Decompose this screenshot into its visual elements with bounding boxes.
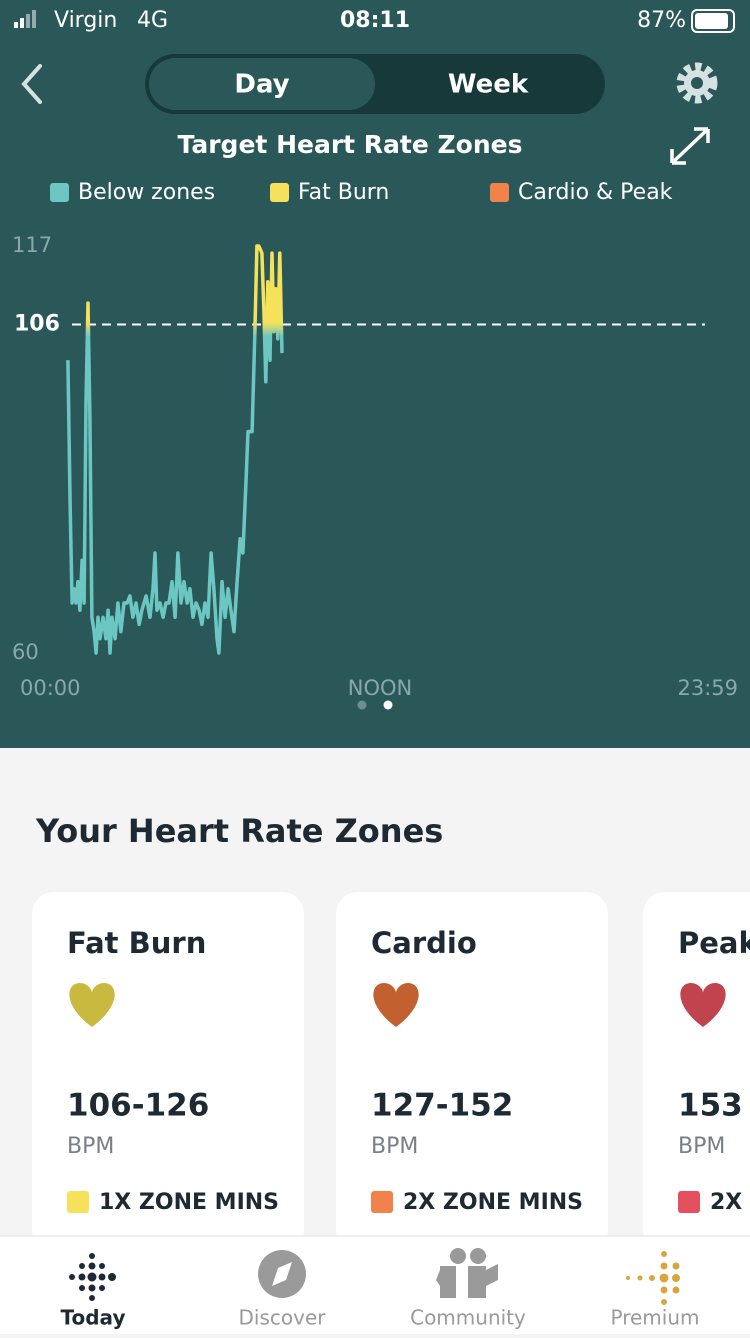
signal [14,10,36,28]
card-title: Cardio [371,926,477,960]
tab-week[interactable]: Week [448,70,529,100]
legend-label: Fat Burn [298,180,389,205]
nav-community[interactable]: Community [410,1306,526,1330]
legend-swatch [270,183,289,202]
today-icon[interactable] [69,1253,116,1301]
card-unit: BPM [678,1134,725,1159]
battery-text: 87% [637,8,686,33]
zone-card [336,892,608,1252]
discover-icon[interactable] [258,1250,306,1298]
nav-discover[interactable]: Discover [239,1306,327,1330]
legend-label: Cardio & Peak [518,180,673,205]
back-button[interactable] [21,64,42,104]
card-minutes: 2X ZONE MINS [403,1190,583,1215]
header-bg [0,0,750,748]
legend-swatch [50,183,69,202]
card-swatch [67,1191,89,1213]
premium-icon[interactable] [626,1251,680,1305]
x-tick-label: 23:59 [677,676,738,700]
carrier: Virgin [54,8,117,33]
card-range: 127-152 [371,1088,513,1124]
battery-level [695,13,728,29]
community-icon[interactable] [436,1248,498,1298]
battery-icon [691,9,735,33]
zone-card [32,892,304,1252]
card-range: 153 + [678,1088,750,1124]
section-title: Your Heart Rate Zones [35,812,443,850]
y-tick-label: 117 [12,233,52,257]
expand-button[interactable] [670,127,710,165]
zone-card [643,892,750,1252]
page-dot-active [383,700,393,710]
x-tick-label: NOON [348,676,412,700]
settings-button[interactable] [676,62,718,104]
card-swatch [678,1191,700,1213]
card-range: 106-126 [67,1088,209,1124]
nav-premium[interactable]: Premium [611,1306,700,1330]
tab-day[interactable]: Day [234,70,289,100]
chart-title: Target Heart Rate Zones [178,130,523,159]
heart-icon [680,983,726,1027]
legend-label: Below zones [78,180,215,205]
heart-icon [69,983,115,1027]
y-tick-label: 60 [12,640,39,664]
x-tick-label: 00:00 [20,676,81,700]
page-dot [357,700,367,710]
heart-icon [373,983,419,1027]
card-minutes: 2X ZONE MINS [710,1190,750,1215]
card-swatch [371,1191,393,1213]
nav-today[interactable]: Today [61,1306,126,1330]
threshold-label: 106 [14,312,60,337]
clock: 08:11 [340,8,410,33]
network: 4G [137,8,168,33]
tab-bar [0,1236,750,1334]
card-minutes: 1X ZONE MINS [99,1190,279,1215]
segment-selected [149,58,375,110]
card-title: Peak [678,926,750,960]
card-title: Fat Burn [67,926,206,960]
card-unit: BPM [371,1134,418,1159]
card-unit: BPM [67,1134,114,1159]
legend-swatch [490,183,509,202]
heart-rate-line [66,244,284,655]
